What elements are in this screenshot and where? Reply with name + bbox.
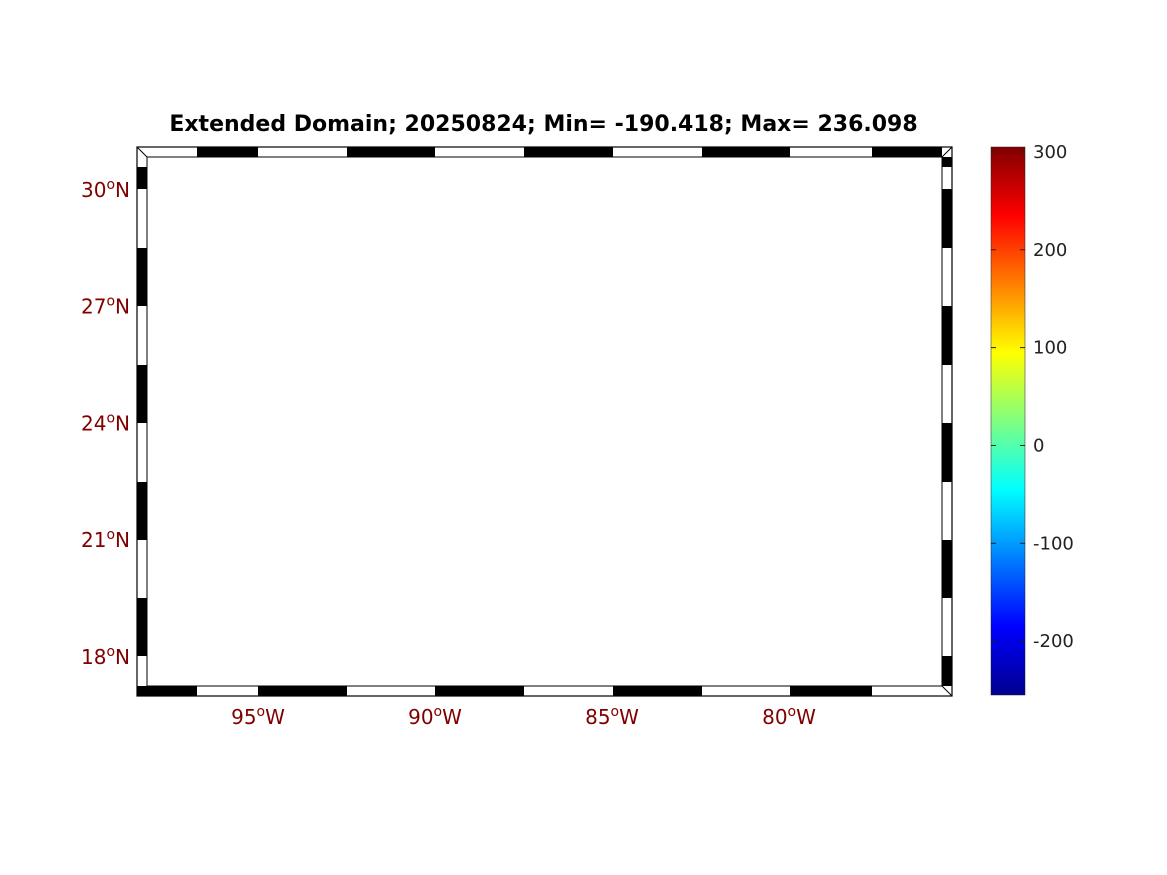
latitude-tick-label: 18oN <box>81 644 130 669</box>
latitude-tick-label: 21oN <box>81 527 130 552</box>
longitude-tick-label: 80oW <box>762 704 816 729</box>
frame-band <box>435 686 524 696</box>
chart-title: Extended Domain; 20250824; Min= -190.418… <box>169 112 918 137</box>
longitude-tick-label: 85oW <box>585 704 639 729</box>
frame-band <box>147 686 197 696</box>
frame-band <box>137 598 147 656</box>
frame-band <box>137 365 147 423</box>
colorbar-tick-label: 0 <box>1033 435 1044 456</box>
frame-band <box>613 686 702 696</box>
frame-band <box>942 656 952 686</box>
frame-band <box>942 189 952 248</box>
frame-band <box>137 482 147 540</box>
frame-band <box>137 167 147 189</box>
frame-band <box>942 540 952 598</box>
map-frame <box>136 146 953 697</box>
frame-band <box>258 686 347 696</box>
frame-band <box>524 147 613 157</box>
colorbar-tick-label: -200 <box>1033 631 1074 652</box>
colorbar-tick-label: 200 <box>1033 240 1067 261</box>
colorbar-tick-label: 100 <box>1033 338 1067 359</box>
frame-band <box>942 157 952 167</box>
frame-band <box>702 147 790 157</box>
longitude-tick-label: 95oW <box>231 704 285 729</box>
latitude-tick-label: 27oN <box>81 294 130 319</box>
frame-band <box>942 306 952 365</box>
frame-band <box>790 686 872 696</box>
colorbar <box>990 146 1026 696</box>
colorbar-tick-label: -100 <box>1033 533 1074 554</box>
latitude-tick-label: 30oN <box>81 177 130 202</box>
colorbar-tick-label: 300 <box>1033 142 1067 163</box>
frame-band <box>347 147 435 157</box>
frame-band <box>872 147 942 157</box>
longitude-tick-label: 90oW <box>408 704 462 729</box>
frame-band <box>942 423 952 482</box>
frame-band <box>197 147 258 157</box>
latitude-tick-label: 24oN <box>81 410 130 435</box>
frame-band <box>137 248 147 306</box>
